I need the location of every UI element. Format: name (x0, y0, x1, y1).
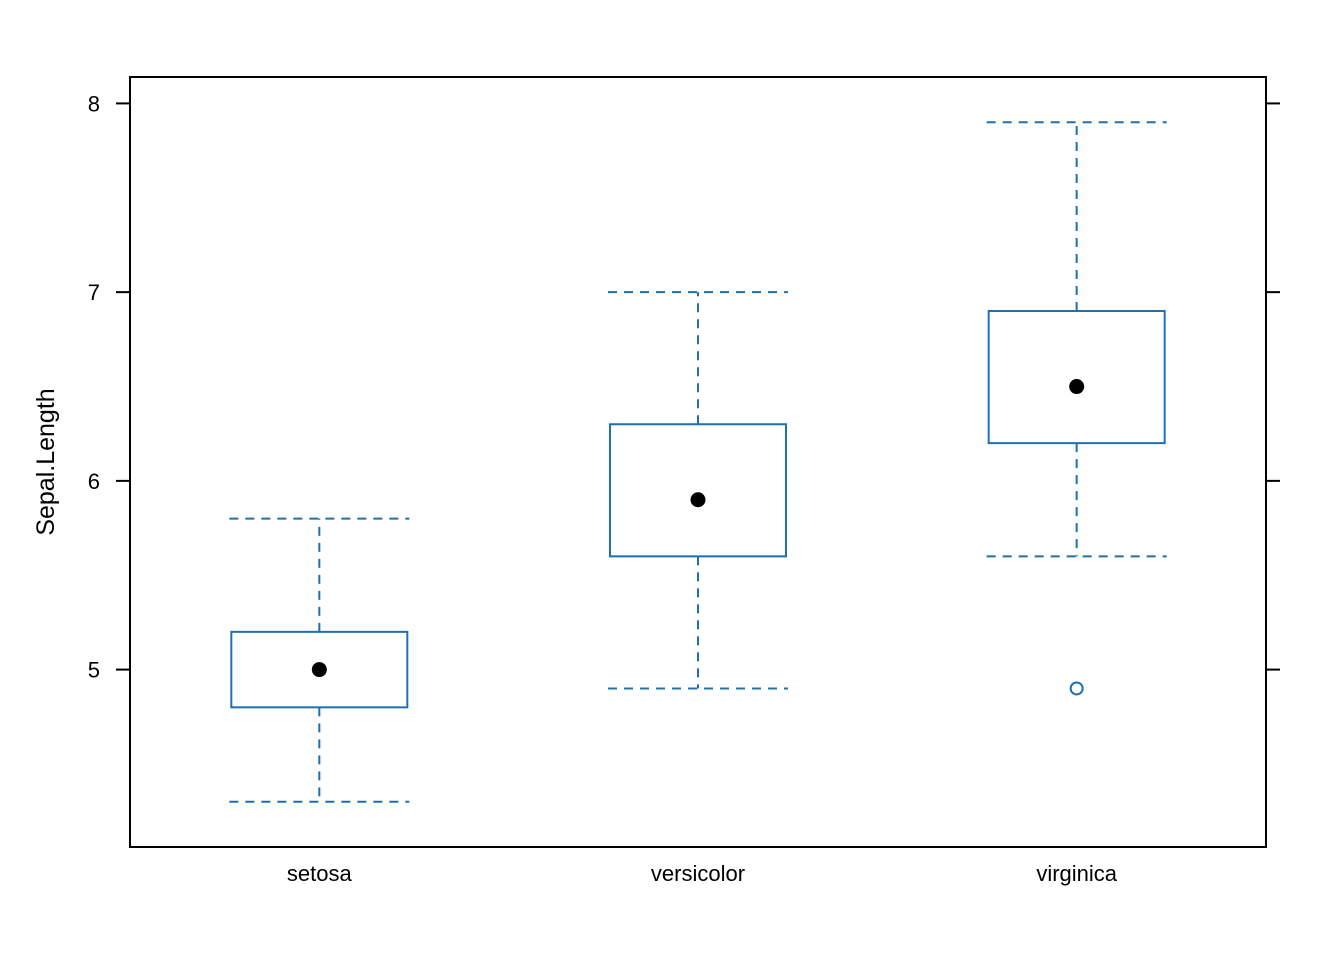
box-group-setosa (229, 517, 410, 803)
y-tick-label: 8 (88, 91, 100, 116)
median-dot (311, 662, 327, 678)
median-dot (690, 492, 706, 508)
y-tick-label: 6 (88, 469, 100, 494)
y-axis: 5 6 7 8 (88, 91, 1280, 683)
y-tick-label: 7 (88, 280, 100, 305)
box-group-virginica (986, 121, 1167, 696)
box-group-versicolor (608, 291, 788, 690)
x-tick-label: virginica (1036, 861, 1117, 886)
y-axis-label: Sepal.Length (32, 388, 60, 535)
box-series (229, 121, 1167, 803)
plot-frame (129, 76, 1267, 848)
box-iqr (987, 310, 1166, 445)
x-tick-label: versicolor (651, 861, 745, 886)
y-tick-label: 5 (88, 658, 100, 683)
outlier-point (1069, 681, 1084, 696)
x-axis: setosa versicolor virginica (287, 861, 1118, 886)
x-tick-label: setosa (287, 861, 353, 886)
median-dot (1069, 379, 1085, 395)
box-iqr (609, 423, 787, 558)
